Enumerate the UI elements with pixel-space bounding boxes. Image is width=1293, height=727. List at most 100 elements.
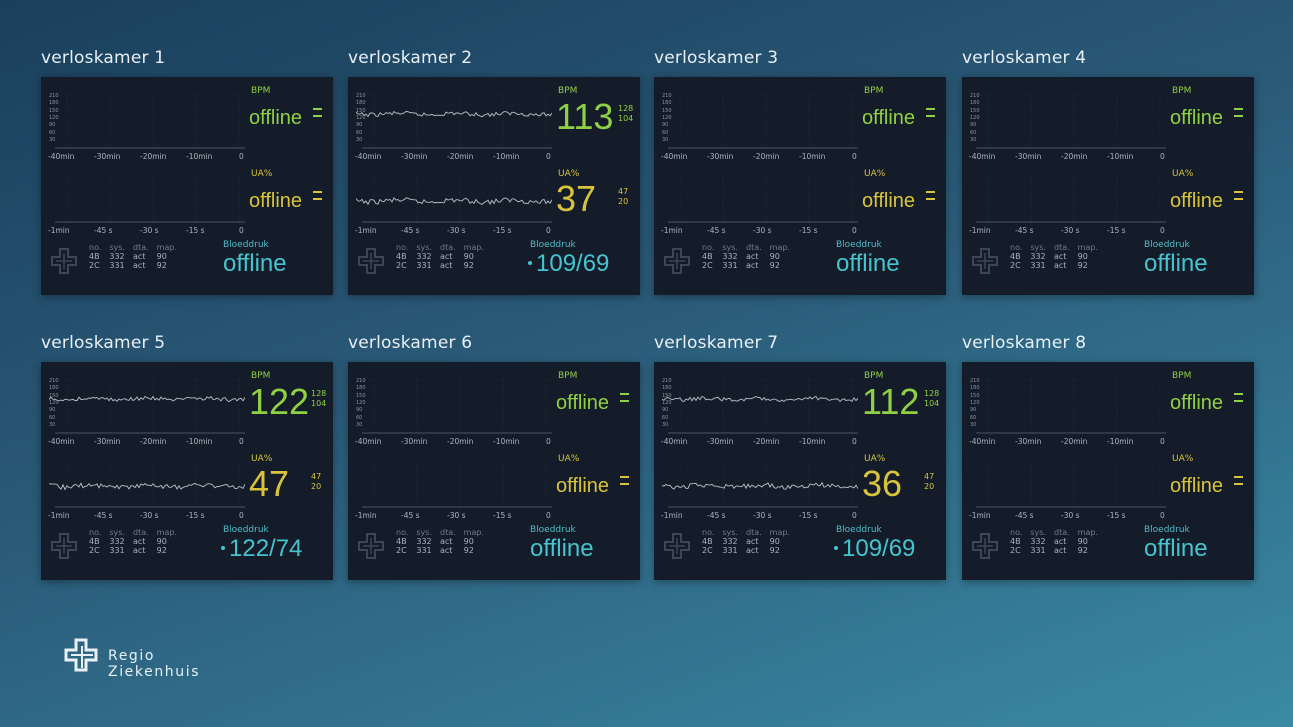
table-row: 2C 331 act 92 bbox=[1006, 546, 1102, 555]
x-tick-label: -15 s bbox=[186, 511, 205, 520]
table-cell: 2C bbox=[89, 261, 100, 270]
x-tick-label: -10min bbox=[799, 437, 826, 446]
y-tick-label: 120 bbox=[970, 114, 980, 121]
x-tick-label: 0 bbox=[239, 152, 244, 161]
table-header: no. bbox=[702, 528, 715, 537]
table-row: 4B 332 act 90 bbox=[698, 537, 794, 546]
room-monitor-3[interactable]: verloskamer 3 210 180 150 120 90 60 30 -40min -3… bbox=[654, 47, 946, 295]
table-cell: 2C bbox=[396, 546, 407, 555]
bp-dot-icon bbox=[221, 545, 225, 550]
room-monitor-6[interactable]: verloskamer 6 210 180 150 120 90 60 30 -40min -3… bbox=[348, 332, 640, 580]
table-cell: 2C bbox=[89, 546, 100, 555]
table-row: 2C 331 act 92 bbox=[392, 261, 488, 270]
room-monitor-1[interactable]: verloskamer 1 210 180 150 120 90 60 30 -40min -3… bbox=[41, 47, 333, 295]
room-title: verloskamer 6 bbox=[348, 333, 473, 353]
table-cell: 90 bbox=[769, 537, 780, 546]
x-tick-label: -40min bbox=[48, 152, 75, 161]
x-tick-label: -45 s bbox=[94, 511, 113, 520]
bloeddruk-label: Bloeddruk bbox=[530, 240, 576, 250]
monitor-panel: 210 180 150 120 90 60 30 -40min -30min -20min -10m… bbox=[41, 362, 333, 580]
x-tick-label: -15 s bbox=[799, 511, 818, 520]
table-cell: 332 bbox=[109, 537, 125, 546]
ua-chart: -1min -45 s -30 s -15 s 0 bbox=[355, 175, 552, 235]
bloeddruk-label: Bloeddruk bbox=[1144, 525, 1190, 535]
table-header: no. bbox=[89, 243, 102, 252]
chart-grid bbox=[55, 93, 245, 149]
chart-grid bbox=[662, 462, 858, 508]
bp-dot-icon bbox=[834, 545, 838, 550]
table-cell: 4B bbox=[702, 252, 713, 261]
x-tick-label: 0 bbox=[239, 437, 244, 446]
table-row: 2C 331 act 92 bbox=[1006, 261, 1102, 270]
table-header: no. bbox=[1010, 243, 1023, 252]
brand-logo: Regio Ziekenhuis bbox=[62, 638, 199, 680]
table-cell: act bbox=[440, 537, 453, 546]
table-row: 4B 332 act 90 bbox=[698, 252, 794, 261]
bpm-chart: 210 180 150 120 90 60 30 -40min -30min -20min -10m… bbox=[355, 376, 552, 446]
y-tick-label: 120 bbox=[356, 114, 366, 121]
ua-offline: offline bbox=[862, 190, 916, 212]
x-tick-label: -45 s bbox=[94, 226, 113, 235]
ua-label: UA% bbox=[1172, 454, 1194, 464]
table-header: sys. bbox=[109, 243, 125, 252]
y-tick-label: 30 bbox=[662, 421, 669, 428]
room-title: verloskamer 1 bbox=[41, 48, 166, 68]
table-cell: 331 bbox=[416, 261, 432, 270]
y-tick-label: 30 bbox=[970, 136, 977, 143]
y-tick-label: 210 bbox=[970, 93, 980, 99]
bp-value: 109/69 bbox=[834, 535, 915, 563]
room-monitor-4[interactable]: verloskamer 4 210 180 150 120 90 60 30 -40min -3… bbox=[962, 47, 1254, 295]
table-cell: act bbox=[133, 546, 146, 555]
ua-chart: -1min -45 s -30 s -15 s 0 bbox=[661, 175, 858, 235]
room-monitor-2[interactable]: verloskamer 2 210 180 150 120 90 60 30 -40min -3… bbox=[348, 47, 640, 295]
table-cell: 4B bbox=[1010, 252, 1021, 261]
table-cell: 4B bbox=[89, 537, 100, 546]
bloeddruk-label: Bloeddruk bbox=[836, 525, 882, 535]
table-row: 2C 331 act 92 bbox=[85, 261, 181, 270]
x-tick-label: -30min bbox=[707, 152, 734, 161]
ua-limit-dashes bbox=[620, 476, 629, 490]
x-tick-label: -30 s bbox=[753, 226, 772, 235]
bpm-chart: 210 180 150 120 90 60 30 -40min -30min -20min -10m… bbox=[969, 91, 1166, 161]
ua-limit-dashes bbox=[926, 191, 935, 205]
table-cell: act bbox=[1054, 537, 1067, 546]
ua-limit-dashes bbox=[1234, 191, 1243, 205]
table-cell: 90 bbox=[1077, 537, 1088, 546]
x-tick-label: -1min bbox=[355, 226, 377, 235]
table-row: 4B 332 act 90 bbox=[1006, 537, 1102, 546]
monitor-panel: 210 180 150 120 90 60 30 -40min -30min -20min -10m… bbox=[654, 77, 946, 295]
bpm-limits: 128 104 bbox=[618, 104, 634, 123]
table-header: dta. bbox=[746, 528, 762, 537]
x-tick-label: -15 s bbox=[186, 226, 205, 235]
table-row: 2C 331 act 92 bbox=[392, 546, 488, 555]
x-tick-label: -30 s bbox=[1061, 511, 1080, 520]
room-monitor-8[interactable]: verloskamer 8 210 180 150 120 90 60 30 -40min -3… bbox=[962, 332, 1254, 580]
y-tick-label: 210 bbox=[662, 378, 672, 384]
x-tick-label: -45 s bbox=[1015, 511, 1034, 520]
ua-chart: -1min -45 s -30 s -15 s 0 bbox=[969, 175, 1166, 235]
x-tick-label: 0 bbox=[239, 226, 244, 235]
table-cell: 4B bbox=[89, 252, 100, 261]
table-cell: act bbox=[746, 537, 759, 546]
room-monitor-7[interactable]: verloskamer 7 210 180 150 120 90 60 30 -40min -3… bbox=[654, 332, 946, 580]
table-header: dta. bbox=[1054, 528, 1070, 537]
table-header: no. bbox=[396, 528, 409, 537]
bp-offline: offline bbox=[836, 250, 900, 277]
table-header: dta. bbox=[133, 243, 149, 252]
x-tick-label: -30min bbox=[401, 152, 428, 161]
table-cell: act bbox=[133, 252, 146, 261]
table-cell: act bbox=[440, 546, 453, 555]
y-tick-label: 150 bbox=[662, 107, 672, 114]
x-tick-label: 0 bbox=[546, 511, 551, 520]
x-tick-label: -10min bbox=[493, 437, 520, 446]
bpm-value: 122 bbox=[249, 381, 310, 422]
x-tick-label: 0 bbox=[546, 152, 551, 161]
table-row: 2C 331 act 92 bbox=[698, 261, 794, 270]
x-tick-label: -30 s bbox=[447, 511, 466, 520]
y-tick-label: 180 bbox=[356, 385, 366, 392]
table-header: no. bbox=[1010, 528, 1023, 537]
room-monitor-5[interactable]: verloskamer 5 210 180 150 120 90 60 30 -40min -3… bbox=[41, 332, 333, 580]
table-cell: 90 bbox=[156, 537, 167, 546]
y-tick-label: 60 bbox=[662, 414, 669, 421]
table-header: sys. bbox=[1030, 243, 1046, 252]
